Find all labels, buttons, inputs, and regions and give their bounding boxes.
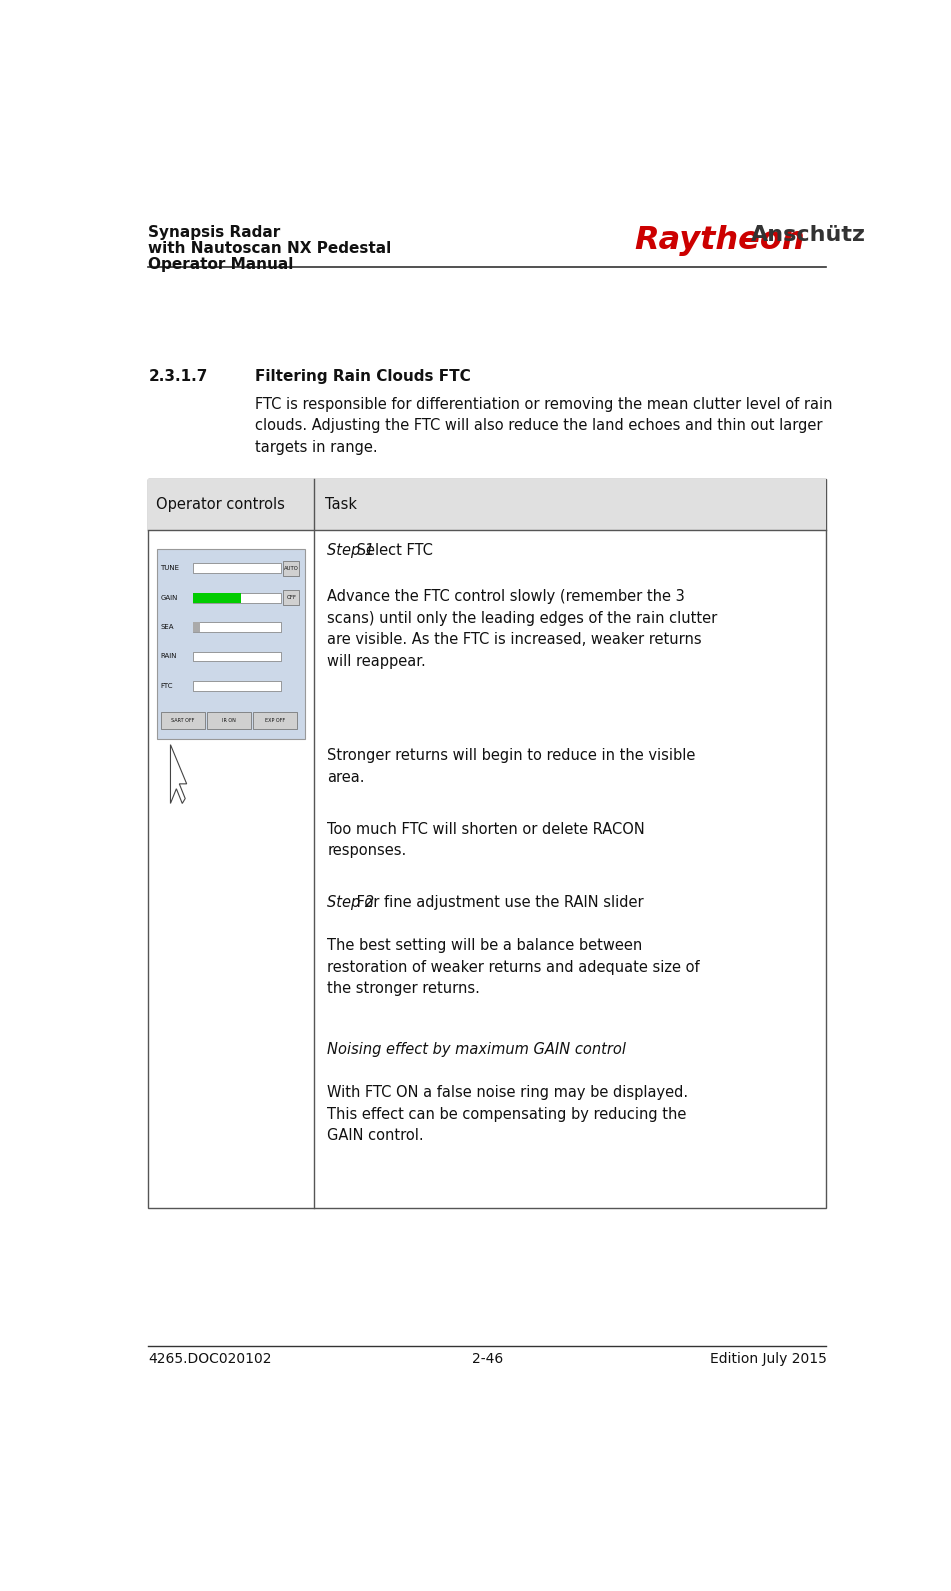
- Text: TUNE: TUNE: [160, 565, 179, 571]
- Text: 2-46: 2-46: [472, 1352, 503, 1367]
- Text: Step 1: Step 1: [327, 543, 375, 557]
- Bar: [206, 711, 251, 729]
- Text: The best setting will be a balance between
restoration of weaker returns and ade: The best setting will be a balance betwe…: [327, 939, 700, 996]
- Text: 2.3.1.7: 2.3.1.7: [148, 369, 207, 383]
- Text: FTC: FTC: [160, 683, 173, 689]
- Bar: [192, 652, 281, 662]
- Bar: [161, 711, 205, 729]
- Text: Advance the FTC control slowly (remember the 3
scans) until only the leading edg: Advance the FTC control slowly (remember…: [327, 589, 718, 668]
- Bar: [192, 681, 281, 690]
- Text: FTC is responsible for differentiation or removing the mean clutter level of rai: FTC is responsible for differentiation o…: [255, 396, 833, 455]
- Bar: [148, 479, 826, 530]
- Bar: [253, 711, 298, 729]
- Text: GAIN: GAIN: [160, 595, 178, 601]
- Text: Step 2: Step 2: [327, 896, 375, 910]
- Text: Filtering Rain Clouds FTC: Filtering Rain Clouds FTC: [255, 369, 471, 383]
- Text: Operator controls: Operator controls: [156, 496, 284, 512]
- Text: SART OFF: SART OFF: [171, 718, 195, 722]
- Text: IR ON: IR ON: [223, 718, 236, 722]
- Text: Operator Manual: Operator Manual: [148, 258, 294, 272]
- Text: OFF: OFF: [286, 595, 297, 600]
- Text: RAIN: RAIN: [160, 654, 177, 659]
- Text: Select FTC: Select FTC: [352, 543, 433, 557]
- Text: With FTC ON a false noise ring may be displayed.
This effect can be compensating: With FTC ON a false noise ring may be di…: [327, 1085, 689, 1144]
- Bar: [148, 479, 826, 1208]
- Text: Edition July 2015: Edition July 2015: [709, 1352, 826, 1367]
- Text: Noising effect by maximum GAIN control: Noising effect by maximum GAIN control: [327, 1042, 627, 1058]
- Polygon shape: [170, 745, 186, 803]
- Text: AUTO: AUTO: [284, 566, 299, 571]
- Text: Too much FTC will shorten or delete RACON
responses.: Too much FTC will shorten or delete RACO…: [327, 823, 645, 859]
- Bar: [192, 593, 281, 603]
- Text: 4265.DOC020102: 4265.DOC020102: [148, 1352, 272, 1367]
- Text: Synapsis Radar: Synapsis Radar: [148, 226, 281, 240]
- Bar: [283, 562, 300, 576]
- Bar: [192, 622, 281, 632]
- Bar: [157, 549, 304, 738]
- Text: Anschütz: Anschütz: [751, 226, 866, 245]
- Text: Stronger returns will begin to reduce in the visible
area.: Stronger returns will begin to reduce in…: [327, 748, 696, 784]
- Bar: [192, 563, 281, 573]
- Bar: [192, 593, 242, 603]
- Text: Raytheon: Raytheon: [634, 226, 805, 256]
- Text: with Nautoscan NX Pedestal: with Nautoscan NX Pedestal: [148, 242, 392, 256]
- Text: For fine adjustment use the RAIN slider: For fine adjustment use the RAIN slider: [352, 896, 644, 910]
- Text: Task: Task: [325, 496, 358, 512]
- Text: EXP OFF: EXP OFF: [265, 718, 285, 722]
- Text: SEA: SEA: [160, 624, 174, 630]
- Bar: [192, 622, 200, 632]
- Bar: [283, 590, 300, 605]
